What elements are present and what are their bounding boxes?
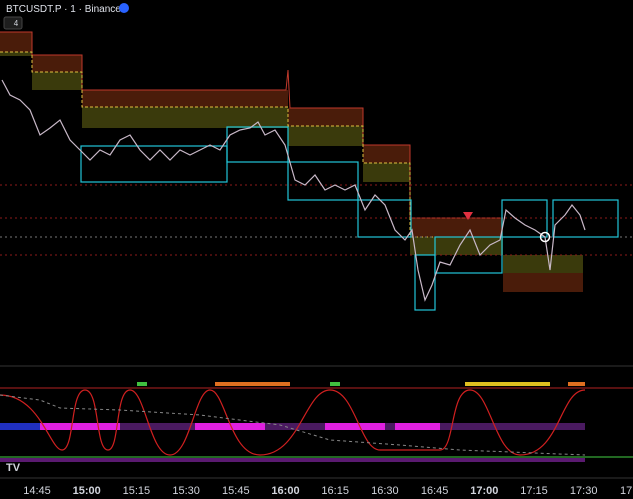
link-icon[interactable] [119,3,129,13]
time-label: 17:00 [470,485,498,497]
supply-zones [0,31,583,292]
tv-logo: TV [6,462,22,474]
time-label: 17:15 [520,485,548,497]
time-label: 16:15 [321,485,349,497]
price [1,79,586,302]
time-label: 15:00 [73,485,101,497]
time-axis: 14:45 15:00 15:15 15:30 15:45 16:00 16:15 16:30… [23,485,632,497]
time-label: 16:30 [371,485,399,497]
symbol-label: BTCUSDT.P · 1 · Binance [6,4,121,15]
time-label: 17 [620,485,632,497]
collapse-button[interactable] [3,16,23,30]
time-label: 16:45 [421,485,449,497]
time-label: 16:00 [271,485,299,497]
marker [539,231,551,243]
signal-arrow [463,212,473,220]
time-label: 15:45 [222,485,250,497]
indicator-panel [0,365,633,462]
time-label: 14:45 [23,485,51,497]
time-label: 15:15 [123,485,151,497]
time-label: 17:30 [570,485,598,497]
range-boxes [80,126,619,311]
badge: 4 [14,19,19,28]
svg-text:TV: TV [6,462,21,474]
levels [0,184,633,256]
time-label: 15:30 [172,485,200,497]
